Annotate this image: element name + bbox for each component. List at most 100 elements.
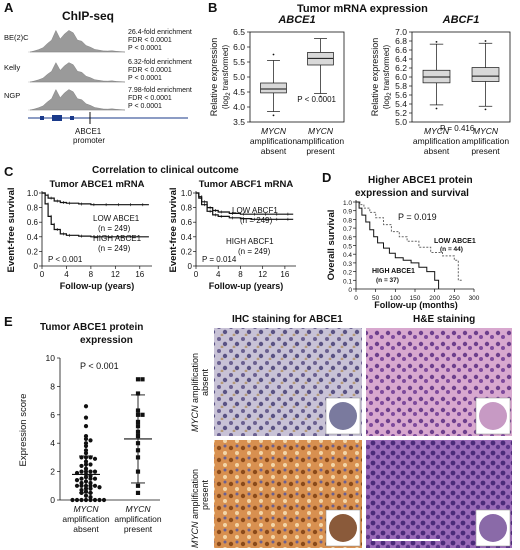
survival-curve	[356, 201, 463, 281]
y-tick-label: 0	[348, 287, 352, 294]
chip-peak	[29, 29, 126, 53]
data-point	[92, 456, 98, 461]
exon-mark	[40, 116, 44, 120]
y-tick-label: 5.0	[395, 117, 407, 127]
x-axis-label: Follow-up (years)	[60, 281, 135, 291]
y-tick-label: 0.8	[181, 204, 193, 213]
outlier-point	[484, 40, 487, 42]
fdr-label: FDR < 0.0001	[128, 37, 172, 44]
panel-d-letter: D	[322, 170, 331, 185]
p-value-annotation: P < 0.001	[80, 361, 119, 371]
data-point	[83, 404, 89, 409]
survival-curve	[42, 192, 149, 238]
y-tick-label: 6.2	[395, 63, 407, 73]
x-tick-label: 300	[469, 295, 480, 302]
category-label: MYCN	[261, 126, 287, 136]
y-tick-label: 0.6	[181, 218, 193, 227]
ihc-title: IHC staining for ABCE1	[232, 314, 343, 325]
data-point	[74, 497, 80, 503]
x-tick-label: 12	[258, 270, 267, 279]
y-tick-label: 0.1	[343, 278, 352, 285]
outlier-point	[272, 114, 275, 117]
plot-frame	[249, 31, 345, 123]
data-point	[79, 497, 84, 503]
category-label: absent	[261, 146, 287, 156]
y-tick-label: 6.0	[233, 42, 245, 52]
data-point	[92, 497, 98, 503]
category-label: MYCN	[125, 504, 151, 514]
y-tick-label: 5.2	[395, 108, 407, 118]
y-tick-label: 6.5	[233, 27, 245, 37]
row-label-absent-2: absent	[200, 368, 210, 396]
category-label: absent	[424, 146, 450, 156]
panel-e-letter: E	[4, 314, 13, 329]
y-tick-label: 4.5	[233, 87, 245, 97]
data-point	[140, 412, 145, 417]
survival-curve	[356, 201, 440, 289]
y-tick-label: 6.0	[395, 72, 407, 82]
y-axis-label: Overall survival	[326, 210, 337, 281]
row-label-absent: MYCN amplification	[190, 353, 200, 432]
p-value-label: P < 0.0001	[128, 103, 162, 110]
gene-label-sub: promoter	[73, 136, 105, 145]
series-n-label: (n = 37)	[376, 277, 399, 284]
row-label-present-2: present	[200, 479, 210, 510]
y-tick-label: 0.8	[343, 217, 352, 224]
series-n-label: (n = 249)	[98, 224, 131, 233]
series-label-high: HIGH ABCF1	[226, 237, 274, 246]
y-tick-label: 5.4	[395, 99, 407, 109]
x-tick-label: 16	[280, 270, 289, 279]
km-chart-abcf1: 0 0.2 0.4 0.6 0.8 1.0 0 4 8 12 16 Tumor ABCF1 mRNA L…	[168, 179, 296, 291]
category-label: amplification	[62, 514, 110, 524]
row-label-present: MYCN amplification	[190, 469, 200, 548]
chip-peak	[29, 89, 126, 111]
y-tick-label: 0.2	[181, 247, 193, 256]
x-tick-label: 0	[40, 270, 45, 279]
category-label: MYCN	[308, 126, 334, 136]
data-point	[97, 485, 102, 490]
y-tick-label: 4.0	[233, 102, 245, 112]
category-label: amplification	[413, 136, 461, 146]
x-tick-label: 150	[410, 295, 421, 302]
data-point	[83, 451, 89, 456]
data-point	[74, 478, 80, 483]
x-tick-label: 8	[89, 270, 94, 279]
outlier-point	[435, 41, 438, 43]
y-axis-unit: (log2 transformed)	[382, 45, 393, 110]
track-label: BE(2)C	[4, 33, 29, 42]
x-tick-label: 50	[372, 295, 380, 302]
data-point	[92, 483, 98, 488]
y-tick-label: 0.5	[343, 244, 352, 251]
data-point	[88, 476, 93, 481]
x-axis-label: Follow-up (months)	[374, 300, 457, 310]
core-thumbnail	[329, 402, 357, 430]
p-value-label: P < 0.0001	[128, 75, 162, 82]
series-n-label: (n = 249)	[98, 244, 131, 253]
x-tick-label: 0	[354, 295, 358, 302]
data-point	[74, 483, 80, 488]
y-tick-label: 0.6	[27, 218, 39, 227]
x-tick-label: 4	[64, 270, 69, 279]
y-tick-label: 3.5	[233, 117, 245, 127]
y-tick-label: 0.4	[27, 233, 39, 242]
p-value-annotation: P < 0.001	[48, 255, 83, 264]
exon-mark	[52, 115, 62, 121]
y-tick-label: 0.4	[181, 233, 193, 242]
enrichment-label: 26.4-fold enrichment	[128, 29, 192, 36]
series-n-label: (n = 249)	[238, 247, 271, 256]
y-tick-label: 4	[50, 438, 55, 448]
category-label: MYCN	[424, 126, 450, 136]
category-label: amplification	[250, 136, 298, 146]
p-value-annotation: P = 0.019	[398, 212, 437, 222]
panel-a-letter: A	[4, 0, 14, 15]
data-point	[83, 424, 89, 429]
category-label: present	[124, 524, 153, 534]
y-tick-label: 5.8	[395, 81, 407, 91]
panel-e: E Tumor ABCE1 protein expression 0 2 4 6 8 10…	[4, 314, 512, 548]
track-label: Kelly	[4, 63, 21, 72]
y-tick-label: 0.6	[343, 235, 352, 242]
data-point	[83, 443, 89, 449]
y-tick-label: 6.4	[395, 54, 407, 64]
